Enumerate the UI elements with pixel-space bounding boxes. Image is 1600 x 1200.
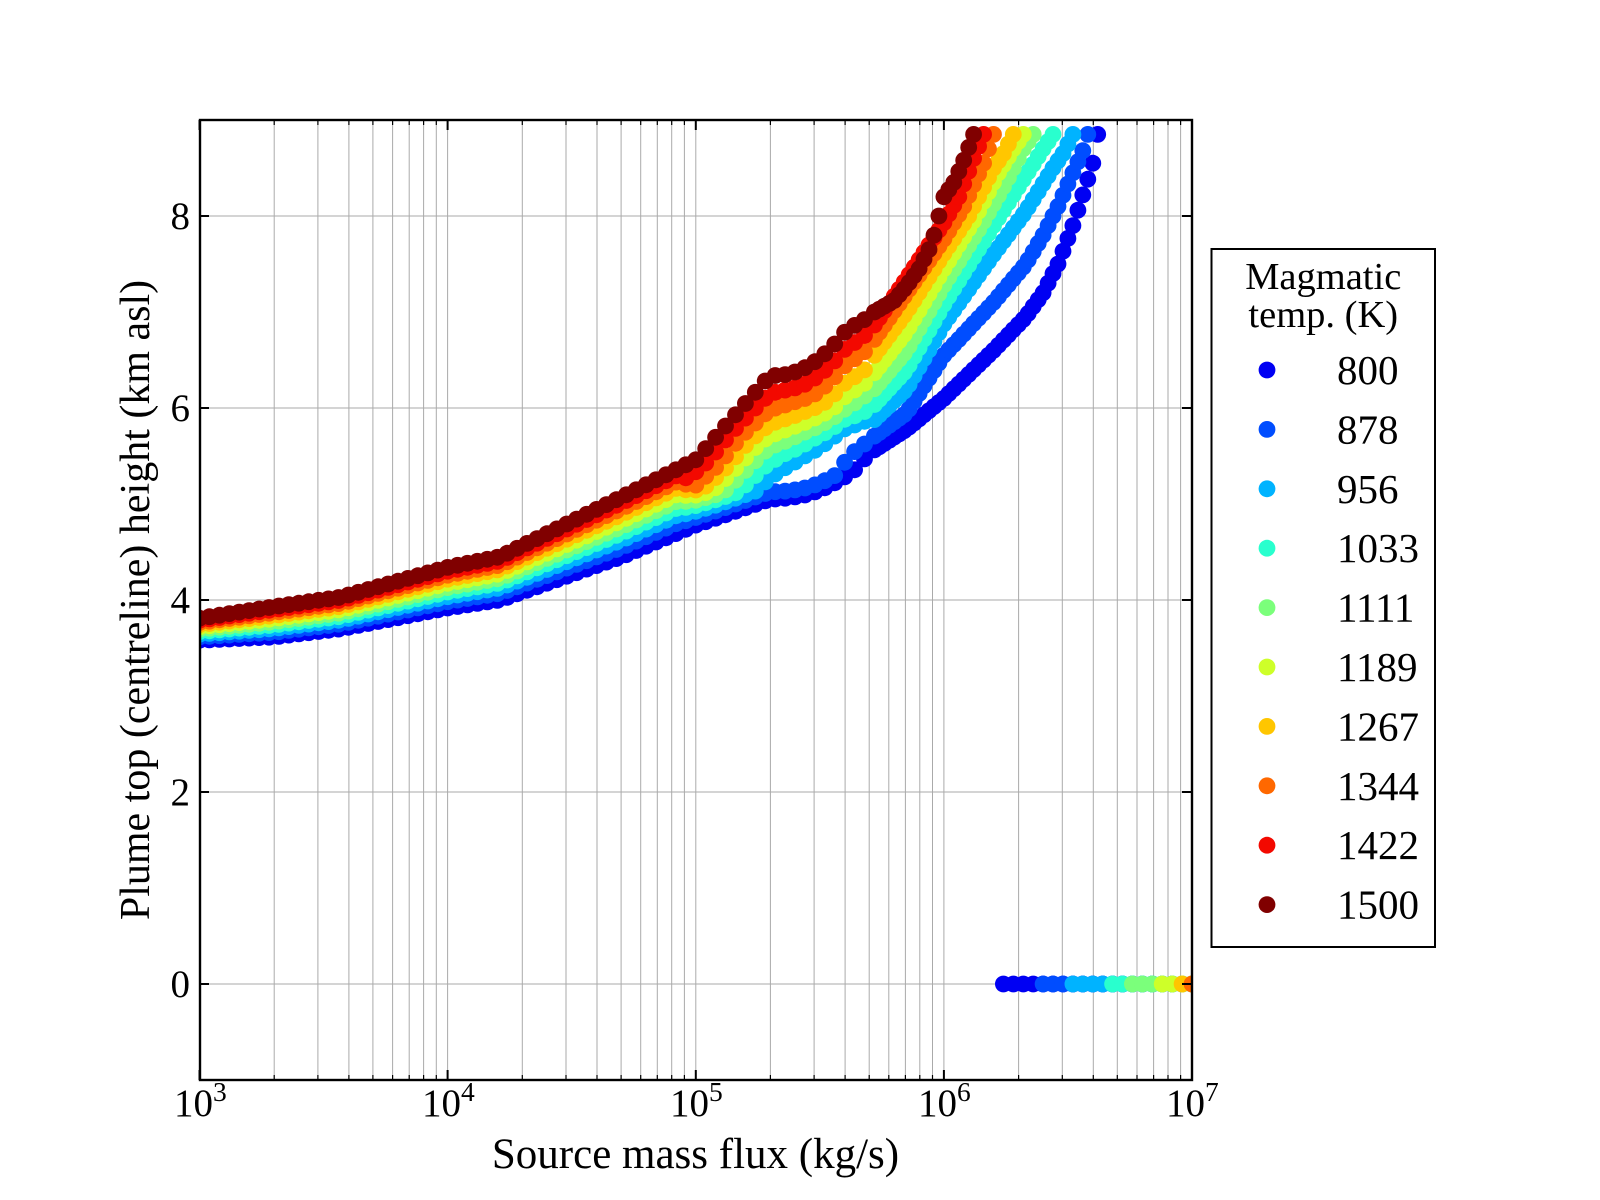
svg-text:6: 6 — [171, 387, 191, 430]
svg-text:0: 0 — [171, 963, 191, 1006]
svg-text:1033: 1033 — [1337, 525, 1419, 571]
svg-text:1189: 1189 — [1337, 644, 1417, 690]
svg-text:1422: 1422 — [1337, 822, 1419, 868]
svg-text:1500: 1500 — [1337, 882, 1419, 928]
svg-text:Source mass flux (kg/s): Source mass flux (kg/s) — [492, 1131, 899, 1178]
svg-text:800: 800 — [1337, 347, 1399, 393]
svg-text:Plume top (centreline) height: Plume top (centreline) height (km asl) — [113, 280, 159, 920]
svg-text:temp. (K): temp. (K) — [1248, 294, 1398, 336]
svg-text:878: 878 — [1337, 406, 1399, 452]
svg-text:104: 104 — [422, 1076, 475, 1125]
svg-text:956: 956 — [1337, 466, 1399, 512]
svg-text:1111: 1111 — [1337, 585, 1414, 631]
svg-text:1344: 1344 — [1337, 763, 1419, 809]
svg-text:1267: 1267 — [1337, 703, 1419, 749]
svg-text:4: 4 — [171, 579, 191, 622]
svg-text:Magmatic: Magmatic — [1245, 256, 1401, 298]
svg-text:2: 2 — [171, 771, 191, 814]
svg-text:8: 8 — [171, 195, 191, 238]
